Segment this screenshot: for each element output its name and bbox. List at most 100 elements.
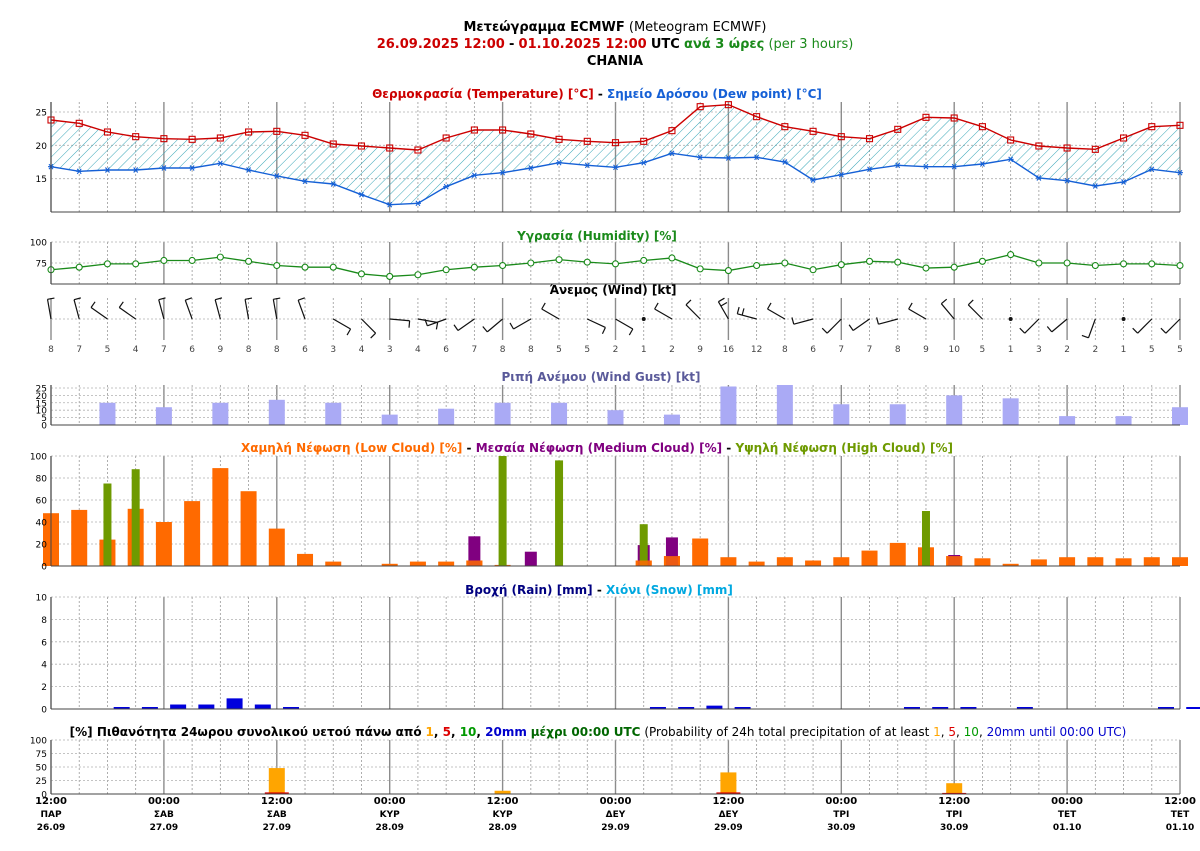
humidity-point	[724, 267, 732, 275]
wind-barb	[685, 299, 701, 320]
wind-barb-staff	[717, 301, 729, 320]
humidity-point	[809, 266, 817, 274]
wind-barb	[1132, 318, 1153, 334]
dewpoint-point	[612, 164, 619, 171]
wind-barb-feather	[1160, 327, 1167, 334]
temperature-point	[1007, 136, 1015, 144]
wind-speed-label: 5	[1177, 345, 1183, 355]
dewpoint-point	[1148, 166, 1155, 173]
dewpoint-star-stroke	[838, 171, 844, 178]
temperature-point	[329, 140, 337, 148]
rain-bar	[198, 704, 215, 709]
wind-barb-feather	[453, 324, 459, 331]
x-tick-day: ΣΑΒ	[154, 810, 174, 820]
wind-speed-label: 3	[1036, 345, 1042, 355]
wind-barb-feather	[767, 302, 772, 310]
x-tick-date: 29.09	[714, 823, 742, 833]
wind-barb-feather	[90, 301, 96, 308]
humidity-ytick-label: 100	[30, 239, 47, 249]
rain-bar	[932, 707, 949, 709]
humidity-point	[555, 256, 563, 264]
temperature-point	[1148, 123, 1156, 131]
precip-panel-title: Βροχή (Rain) [mm] - Χιόνι (Snow) [mm]	[465, 583, 733, 597]
dewpoint-point	[556, 159, 563, 166]
humidity-point	[75, 263, 83, 271]
wind-barb	[967, 299, 983, 320]
wind-speed-label: 4	[359, 345, 365, 355]
dewpoint-point	[668, 150, 675, 157]
wind-barb	[1019, 318, 1040, 334]
wind-barb-feather	[1019, 327, 1026, 334]
dewpoint-star-stroke	[217, 160, 223, 167]
gust-bar	[494, 402, 511, 425]
probability-ytick-label: 50	[36, 764, 48, 774]
gust-bar	[720, 386, 737, 425]
wind-barb-feather	[158, 297, 166, 301]
wind-barb	[158, 297, 166, 320]
wind-barb-staff	[389, 318, 410, 322]
dewpoint-star-stroke	[669, 150, 675, 157]
marks-layer	[43, 101, 1200, 794]
gust-bar	[1115, 416, 1132, 425]
dewpoint-point	[753, 154, 760, 161]
x-tick-date: 27.09	[263, 823, 291, 833]
low-cloud-bar	[409, 561, 426, 566]
wind-speed-label: 2	[669, 345, 675, 355]
low-cloud-bar	[155, 522, 172, 566]
humidity-point	[837, 261, 845, 269]
wind-barb-feather	[685, 299, 692, 306]
cloud-ytick-label: 100	[30, 453, 47, 463]
temperature-point	[499, 126, 507, 134]
wind-barb	[1121, 317, 1126, 321]
wind-speed-label: 6	[302, 345, 308, 355]
wind-barb-feather	[185, 297, 193, 301]
dewpoint-point	[838, 171, 845, 178]
precip-ytick-label: 8	[41, 616, 47, 626]
wind-barb-staff	[1024, 318, 1040, 334]
humidity-point	[442, 266, 450, 274]
wind-speed-label: 10	[948, 345, 960, 355]
gust-bar	[268, 399, 285, 425]
dewpoint-point	[245, 167, 252, 173]
wind-barb	[389, 318, 411, 328]
dewpoint-star-stroke	[1177, 169, 1183, 176]
dewpoint-point	[302, 178, 309, 185]
dewpoint-point	[358, 191, 365, 198]
x-tick-time: 12:00	[1164, 796, 1196, 807]
temperature-point	[301, 131, 309, 139]
dewpoint-star-stroke	[302, 178, 308, 185]
cloud-ytick-label: 40	[36, 519, 48, 529]
wind-barb-staff	[486, 318, 503, 333]
gust-bar	[155, 407, 172, 425]
dewpoint-point	[386, 201, 393, 208]
wind-barb	[244, 297, 253, 320]
wind-barb-feather	[244, 297, 253, 300]
wind-barb-feather	[908, 302, 913, 310]
low-cloud-bar	[1030, 559, 1047, 566]
humidity-point	[640, 256, 648, 265]
rain-bar	[1186, 707, 1200, 709]
humidity-ytick-label: 75	[36, 260, 47, 270]
high-cloud-bar	[498, 456, 507, 566]
temperature-ytick-label: 25	[36, 109, 47, 119]
low-cloud-bar	[71, 509, 88, 566]
wind-barb-feather	[736, 306, 740, 314]
wind-barb-staff	[214, 299, 221, 320]
wind-barb-feather	[720, 301, 728, 307]
wind-speed-label: 3	[330, 345, 336, 355]
wind-barb	[876, 317, 898, 325]
humidity-point	[386, 272, 394, 280]
wind-barb	[821, 318, 842, 334]
gust-ytick-label: 15	[36, 399, 47, 409]
x-tick-day: ΔΕΥ	[719, 810, 739, 820]
low-cloud-bar	[833, 557, 850, 566]
x-tick-day: ΠΑΡ	[40, 810, 61, 820]
wind-speed-label: 7	[472, 345, 478, 355]
gust-bar	[776, 385, 793, 425]
temperature-point	[75, 119, 83, 127]
x-tick-date: 28.09	[375, 823, 403, 833]
low-cloud-bar	[1087, 557, 1104, 566]
gust-bar	[551, 402, 568, 425]
wind-barb-staff	[541, 308, 560, 320]
humidity-point	[781, 259, 789, 267]
